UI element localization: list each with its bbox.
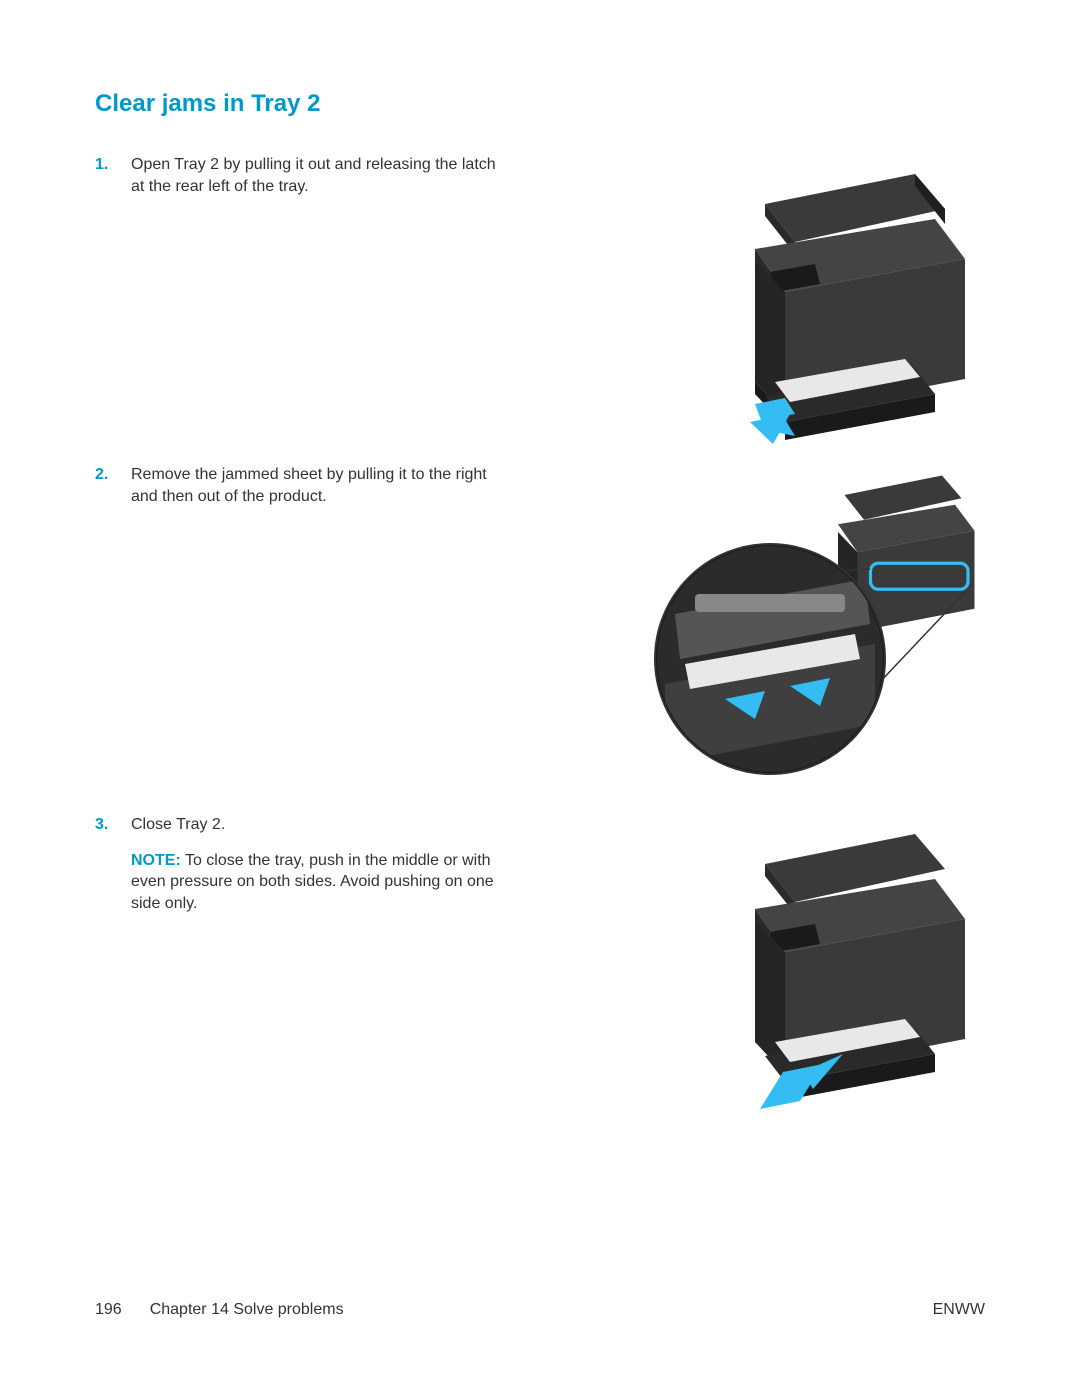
step-text-block: Close Tray 2. NOTE: To close the tray, p… [131,814,505,914]
step-text-col: 1. Open Tray 2 by pulling it out and rel… [95,154,505,197]
printer-zoom-illustration-icon [635,464,975,794]
step-row: 3. Close Tray 2. NOTE: To close the tray… [95,814,985,1114]
printer-illustration-icon [695,154,975,444]
step-image-col [505,814,985,1114]
page-footer: 196 Chapter 14 Solve problems ENWW [95,1301,985,1319]
printer-illustration-icon [695,814,975,1114]
note-text: To close the tray, push in the middle or… [131,852,494,912]
page-container: Clear jams in Tray 2 1. Open Tray 2 by p… [0,0,1080,1397]
step-text: Close Tray 2. [131,814,505,836]
step-image-col [505,464,985,794]
steps-list: 1. Open Tray 2 by pulling it out and rel… [95,154,985,1134]
step-text-col: 2. Remove the jammed sheet by pulling it… [95,464,505,507]
step-number: 3. [95,814,131,836]
footer-left: 196 Chapter 14 Solve problems [95,1301,344,1319]
page-number: 196 [95,1301,122,1319]
step-text: Remove the jammed sheet by pulling it to… [131,464,505,507]
chapter-label: Chapter 14 Solve problems [150,1301,344,1319]
step-row: 2. Remove the jammed sheet by pulling it… [95,464,985,794]
footer-lang: ENWW [933,1301,985,1319]
section-title: Clear jams in Tray 2 [95,90,985,118]
step-number: 2. [95,464,131,486]
step-note: NOTE: To close the tray, push in the mid… [131,850,505,915]
step-text: Open Tray 2 by pulling it out and releas… [131,154,505,197]
step-text-col: 3. Close Tray 2. NOTE: To close the tray… [95,814,505,914]
step-row: 1. Open Tray 2 by pulling it out and rel… [95,154,985,444]
step-number: 1. [95,154,131,176]
step-image-col [505,154,985,444]
note-label: NOTE: [131,852,181,869]
